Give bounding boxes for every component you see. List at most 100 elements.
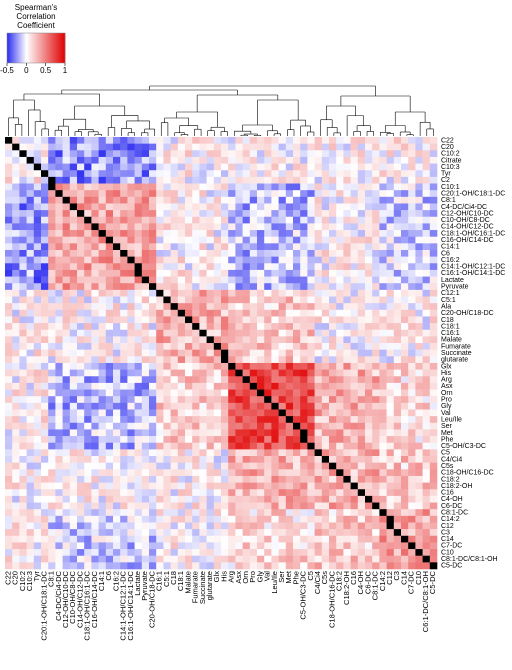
heatmap-cell <box>134 555 143 563</box>
column-label: C16-OH/C14-DC <box>90 570 99 628</box>
heatmap-cell <box>91 176 99 184</box>
heatmap-cell <box>357 269 366 277</box>
heatmap-cell <box>386 203 395 211</box>
heatmap-cell <box>386 196 395 204</box>
heatmap-cell <box>379 163 387 171</box>
heatmap-cell <box>386 150 395 158</box>
heatmap-cell <box>105 230 114 237</box>
heatmap-cell <box>386 236 395 244</box>
heatmap-cell <box>401 309 409 317</box>
heatmap-cell <box>134 316 143 324</box>
heatmap-cell <box>156 143 164 151</box>
heatmap-cell <box>141 296 150 304</box>
heatmap-cell <box>77 176 85 184</box>
heatmap-cell <box>249 150 258 158</box>
heatmap-cell <box>113 369 121 377</box>
heatmap-cell <box>365 396 373 404</box>
heatmap-cell <box>134 329 143 337</box>
heatmap-cell <box>206 263 215 271</box>
heatmap-cell <box>113 535 121 543</box>
heatmap-cell <box>170 263 179 271</box>
heatmap-cell <box>293 183 301 191</box>
heatmap-cell <box>350 289 359 297</box>
column-label: Pro <box>248 571 257 583</box>
heatmap-cell <box>228 256 236 264</box>
heatmap-cell <box>264 269 272 277</box>
heatmap-cell <box>19 549 27 557</box>
heatmap-cell <box>156 396 164 404</box>
heatmap-cell <box>235 263 243 271</box>
heatmap-cell <box>365 156 373 164</box>
heatmap-cell <box>415 196 423 204</box>
heatmap-cell <box>192 336 200 344</box>
heatmap-cell <box>19 323 27 331</box>
heatmap-cell <box>113 276 121 284</box>
heatmap-cell <box>264 230 272 237</box>
heatmap-cell <box>149 495 157 503</box>
heatmap-cell <box>429 183 438 191</box>
heatmap-cell <box>163 263 171 271</box>
heatmap-cell <box>77 369 85 377</box>
legend-gradient-step <box>33 33 35 63</box>
heatmap-cell <box>336 489 344 497</box>
heatmap-cell <box>365 190 373 198</box>
heatmap-cell <box>278 489 287 497</box>
heatmap-cell <box>48 502 56 510</box>
heatmap-cell <box>408 409 416 417</box>
heatmap-cell <box>393 296 402 304</box>
heatmap-cell <box>192 482 200 490</box>
heatmap-cell <box>206 356 215 364</box>
heatmap-cell <box>314 329 323 337</box>
row-label: Fumarate <box>441 343 471 350</box>
heatmap-cell <box>55 522 63 530</box>
heatmap-cell <box>91 456 99 463</box>
heatmap-cell <box>221 502 229 510</box>
heatmap-cell <box>415 336 423 344</box>
heatmap-cell <box>19 522 27 530</box>
heatmap-cell <box>271 562 279 570</box>
heatmap-cell <box>264 170 272 178</box>
heatmap-cell <box>285 276 294 284</box>
heatmap-cell <box>177 489 186 497</box>
heatmap-cell <box>26 555 35 563</box>
heatmap-cell <box>393 323 402 331</box>
heatmap-cell <box>177 343 186 350</box>
heatmap-cell <box>120 542 128 550</box>
heatmap-cell <box>149 409 157 417</box>
heatmap-cell <box>77 362 85 370</box>
heatmap-cell <box>408 489 416 497</box>
heatmap-cell <box>408 150 416 158</box>
heatmap-cell <box>415 562 423 570</box>
heatmap-cell <box>12 263 20 271</box>
heatmap-cell <box>170 356 179 364</box>
heatmap-cell <box>379 535 387 543</box>
column-label: C16 <box>349 571 358 585</box>
heatmap-cell <box>343 343 351 350</box>
heatmap-cell <box>98 203 107 211</box>
heatmap-cell <box>278 183 287 191</box>
heatmap-cell <box>62 522 71 530</box>
heatmap-cell <box>379 349 387 357</box>
heatmap-cell <box>357 276 366 284</box>
heatmap-cell <box>26 402 35 410</box>
heatmap-cell <box>314 296 323 304</box>
heatmap-cell <box>393 183 402 191</box>
heatmap-cell <box>199 456 207 463</box>
heatmap-cell <box>343 223 351 231</box>
heatmap-cell <box>213 529 222 537</box>
heatmap-cell <box>242 256 251 264</box>
heatmap-cell <box>271 549 279 557</box>
heatmap-cell <box>41 382 49 390</box>
heatmap-cell <box>91 396 99 404</box>
heatmap-cell <box>242 190 251 198</box>
heatmap-cell <box>213 409 222 417</box>
heatmap-cell <box>235 389 243 397</box>
heatmap-cell <box>422 542 431 550</box>
heatmap-cell <box>141 549 150 557</box>
heatmap-cell <box>134 549 143 557</box>
heatmap-cell <box>343 382 351 390</box>
heatmap-cell <box>149 323 157 331</box>
heatmap-cell <box>192 362 200 370</box>
heatmap-cell <box>278 176 287 184</box>
heatmap-cell <box>415 429 423 437</box>
